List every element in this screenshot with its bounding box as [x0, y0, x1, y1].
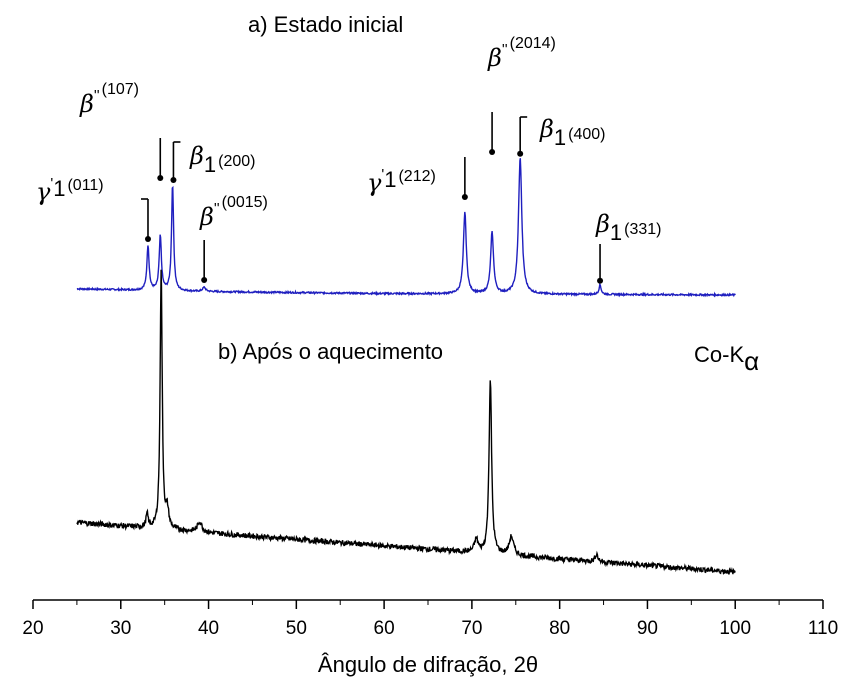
peak-annotation: β1 (200)	[170, 141, 255, 183]
peak-label: γ'1 (212)	[367, 166, 436, 197]
peak-annotation: γ'1 (212)	[367, 157, 468, 200]
pointer-dot	[170, 176, 177, 183]
x-tick-label: 70	[461, 618, 482, 639]
peak-annotation: β1 (331)	[595, 210, 661, 284]
series-line	[76, 269, 736, 575]
peak-annotation: β1 (400)	[517, 115, 605, 157]
radiation-label: Co-Kα	[694, 342, 759, 376]
x-tick-label: 90	[637, 618, 658, 639]
series-a	[76, 158, 736, 298]
peak-label: β1 (331)	[595, 210, 661, 245]
series-line	[76, 158, 736, 298]
svg-text:Co-Kα: Co-Kα	[694, 342, 759, 376]
peak-annotation: β'' (107)	[79, 81, 164, 181]
x-tick-label: 50	[286, 618, 307, 639]
peak-label: β1 (200)	[189, 142, 255, 177]
x-tick-label: 100	[719, 618, 751, 639]
peak-label: β'' (107)	[79, 81, 139, 118]
peak-annotation: γ'1 (011)	[36, 175, 151, 242]
x-tick-label: 60	[374, 618, 395, 639]
pointer-dot	[461, 194, 468, 200]
peak-label: β'' (0015)	[199, 194, 268, 231]
peak-label: β1 (400)	[539, 115, 605, 150]
series-a-title: a) Estado inicial	[248, 12, 403, 37]
x-tick-label: 30	[110, 618, 131, 639]
peak-annotations: γ'1 (011) β'' (107) β1 (200) β'' (0015) γ'1 (212)…	[36, 35, 661, 284]
peak-annotation: β'' (2014)	[487, 35, 556, 155]
x-tick-label: 20	[22, 618, 43, 639]
pointer-dot	[597, 277, 604, 284]
series-b	[76, 269, 736, 575]
series-b-title: b) Após o aquecimento	[218, 339, 443, 364]
x-tick-label: 40	[198, 618, 219, 639]
x-axis	[32, 599, 824, 609]
pointer-dot	[489, 149, 496, 155]
peak-label: β'' (2014)	[487, 35, 556, 72]
pointer-dot	[157, 175, 164, 181]
pointer-dot	[144, 236, 151, 242]
pointer-dot	[517, 150, 524, 157]
peak-annotation: β'' (0015)	[199, 194, 268, 283]
x-axis-label: Ângulo de difração, 2θ	[318, 652, 538, 677]
x-tick-label: 110	[808, 618, 838, 639]
pointer-dot	[201, 277, 208, 283]
x-tick-label: 80	[549, 618, 570, 639]
peak-label: γ'1 (011)	[36, 175, 104, 206]
